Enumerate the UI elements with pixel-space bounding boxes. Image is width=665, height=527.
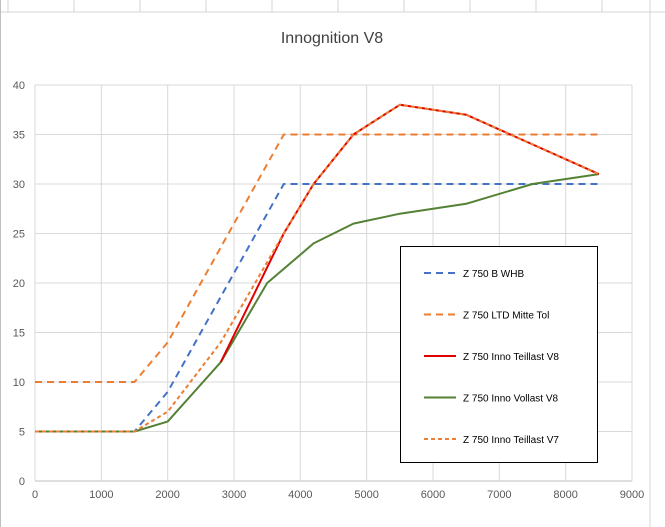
y-tick-label: 40 [13, 80, 25, 92]
y-tick-label: 5 [19, 427, 25, 439]
series-line-4 [35, 173, 599, 433]
series-line-5 [35, 103, 600, 433]
x-tick-label: 5000 [354, 489, 378, 501]
y-tick-label: 35 [13, 130, 25, 142]
x-tick-label: 7000 [487, 489, 511, 501]
legend-label: Z 750 Inno Teillast V7 [463, 435, 559, 446]
y-tick-label: 30 [13, 179, 25, 191]
y-tick-label: 25 [13, 229, 25, 241]
x-tick-label: 8000 [553, 489, 577, 501]
x-tick-label: 6000 [421, 489, 445, 501]
y-tick-label: 15 [13, 328, 25, 340]
y-tick-label: 20 [13, 278, 25, 290]
legend-label: Z 750 LTD Mitte Tol [463, 311, 549, 322]
tick-labels: 0 5 10 15 20 25 30 35 40 0 1000 2000 3000 4000 5000 600… [13, 80, 644, 501]
x-tick-label: 4000 [288, 489, 312, 501]
y-tick-label: 0 [19, 476, 25, 488]
series-line-2 [35, 133, 599, 383]
x-tick-label: 1000 [89, 489, 113, 501]
x-tick-label: 2000 [155, 489, 179, 501]
y-tick-label: 10 [13, 377, 25, 389]
chart-title: Innognition V8 [281, 30, 383, 47]
x-tick-label: 3000 [222, 489, 246, 501]
legend-label: Z 750 Inno Teillast V8 [463, 352, 559, 363]
legend-box [400, 246, 598, 463]
legend-label: Z 750 Inno Vollast V8 [463, 394, 559, 405]
legend: Z 750 B WHB Z 750 LTD Mitte Tol Z 750 Inno… [400, 246, 598, 463]
series-lines [35, 103, 600, 433]
legend-label: Z 750 B WHB [463, 269, 524, 280]
x-tick-label: 9000 [620, 489, 644, 501]
x-tick-label: 0 [32, 489, 38, 501]
